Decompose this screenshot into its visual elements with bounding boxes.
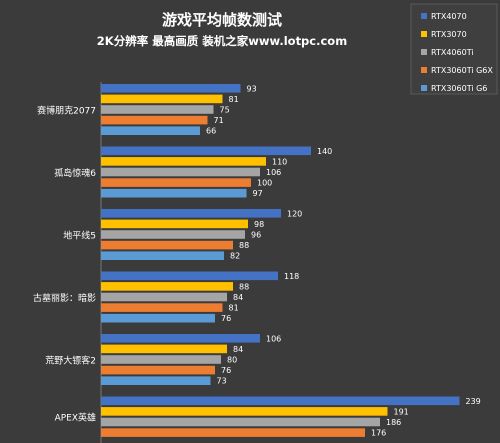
data-label: 84 <box>233 293 243 302</box>
data-label: 88 <box>239 241 249 250</box>
bar <box>101 271 278 281</box>
bar <box>101 396 460 406</box>
data-label: 73 <box>217 377 227 386</box>
bar <box>101 365 215 375</box>
legend-swatch <box>421 85 427 91</box>
data-label: 82 <box>230 252 240 261</box>
data-label: 118 <box>284 272 299 281</box>
legend-swatch <box>421 13 427 19</box>
data-label: 96 <box>251 231 261 240</box>
category-label: 地平线5 <box>63 230 96 242</box>
bar <box>101 219 248 229</box>
legend-label: RTX3060Ti G6 <box>431 84 487 93</box>
bar <box>101 146 311 156</box>
data-label: 81 <box>229 304 239 313</box>
bar <box>101 292 227 302</box>
bar <box>101 230 245 239</box>
bar <box>101 84 241 93</box>
data-label: 93 <box>247 84 257 93</box>
data-label: 176 <box>371 429 386 438</box>
bar <box>101 157 266 166</box>
data-label: 97 <box>253 189 263 198</box>
legend-swatch <box>421 67 427 73</box>
legend-label: RTX4070 <box>431 12 467 21</box>
data-label: 88 <box>239 282 249 291</box>
data-label: 140 <box>317 147 332 156</box>
bar <box>101 376 211 385</box>
category-label: 荒野大镖客2 <box>45 355 96 367</box>
bar <box>101 178 251 187</box>
data-label: 186 <box>386 418 401 427</box>
bar <box>101 94 223 104</box>
bar <box>101 344 227 354</box>
bar <box>101 115 208 125</box>
data-label: 81 <box>229 95 239 104</box>
bar <box>101 282 233 291</box>
data-label: 191 <box>394 407 409 416</box>
bar <box>101 251 224 260</box>
legend-label: RTX3060Ti G6X <box>431 66 493 75</box>
data-label: 76 <box>221 366 231 375</box>
data-label: 106 <box>266 168 281 177</box>
legend-label: RTX3070 <box>431 30 467 39</box>
legend-swatch <box>421 31 427 37</box>
category-label: 古墓丽影：暗影 <box>33 292 96 304</box>
data-label: 110 <box>272 157 287 166</box>
bar <box>101 313 215 323</box>
data-label: 100 <box>257 179 272 188</box>
bar <box>101 417 380 427</box>
bar <box>101 334 260 343</box>
data-label: 80 <box>227 356 237 365</box>
data-label: 98 <box>254 220 264 229</box>
data-label: 66 <box>206 127 216 136</box>
legend-label: RTX4060Ti <box>431 48 474 57</box>
data-label: 75 <box>220 106 230 115</box>
legend: RTX4070 RTX3070 RTX4060Ti RTX3060Ti G6X RTX3… <box>410 3 498 95</box>
bar <box>101 428 365 437</box>
data-label: 239 <box>466 397 481 406</box>
bar <box>101 126 200 135</box>
bar <box>101 188 247 198</box>
legend-swatch <box>421 49 427 55</box>
bar <box>101 105 214 114</box>
data-label: 106 <box>266 334 281 343</box>
chart-title: 游戏平均帧数测试 <box>162 11 282 29</box>
bar <box>101 240 233 250</box>
bar <box>101 355 221 364</box>
chart-subtitle: 2K分辨率 最高画质 装机之家www.lotpc.com <box>97 34 347 48</box>
data-label: 120 <box>287 209 302 218</box>
category-label: APEX英雄 <box>55 412 96 424</box>
category-label: 孤岛惊魂6 <box>54 167 96 179</box>
bar <box>101 303 223 312</box>
bar <box>101 407 388 416</box>
data-label: 71 <box>214 116 224 125</box>
category-label: 赛博朋克2077 <box>37 105 96 117</box>
bar <box>101 209 281 218</box>
bar <box>101 167 260 177</box>
data-label: 76 <box>221 314 231 323</box>
data-label: 84 <box>233 345 243 354</box>
